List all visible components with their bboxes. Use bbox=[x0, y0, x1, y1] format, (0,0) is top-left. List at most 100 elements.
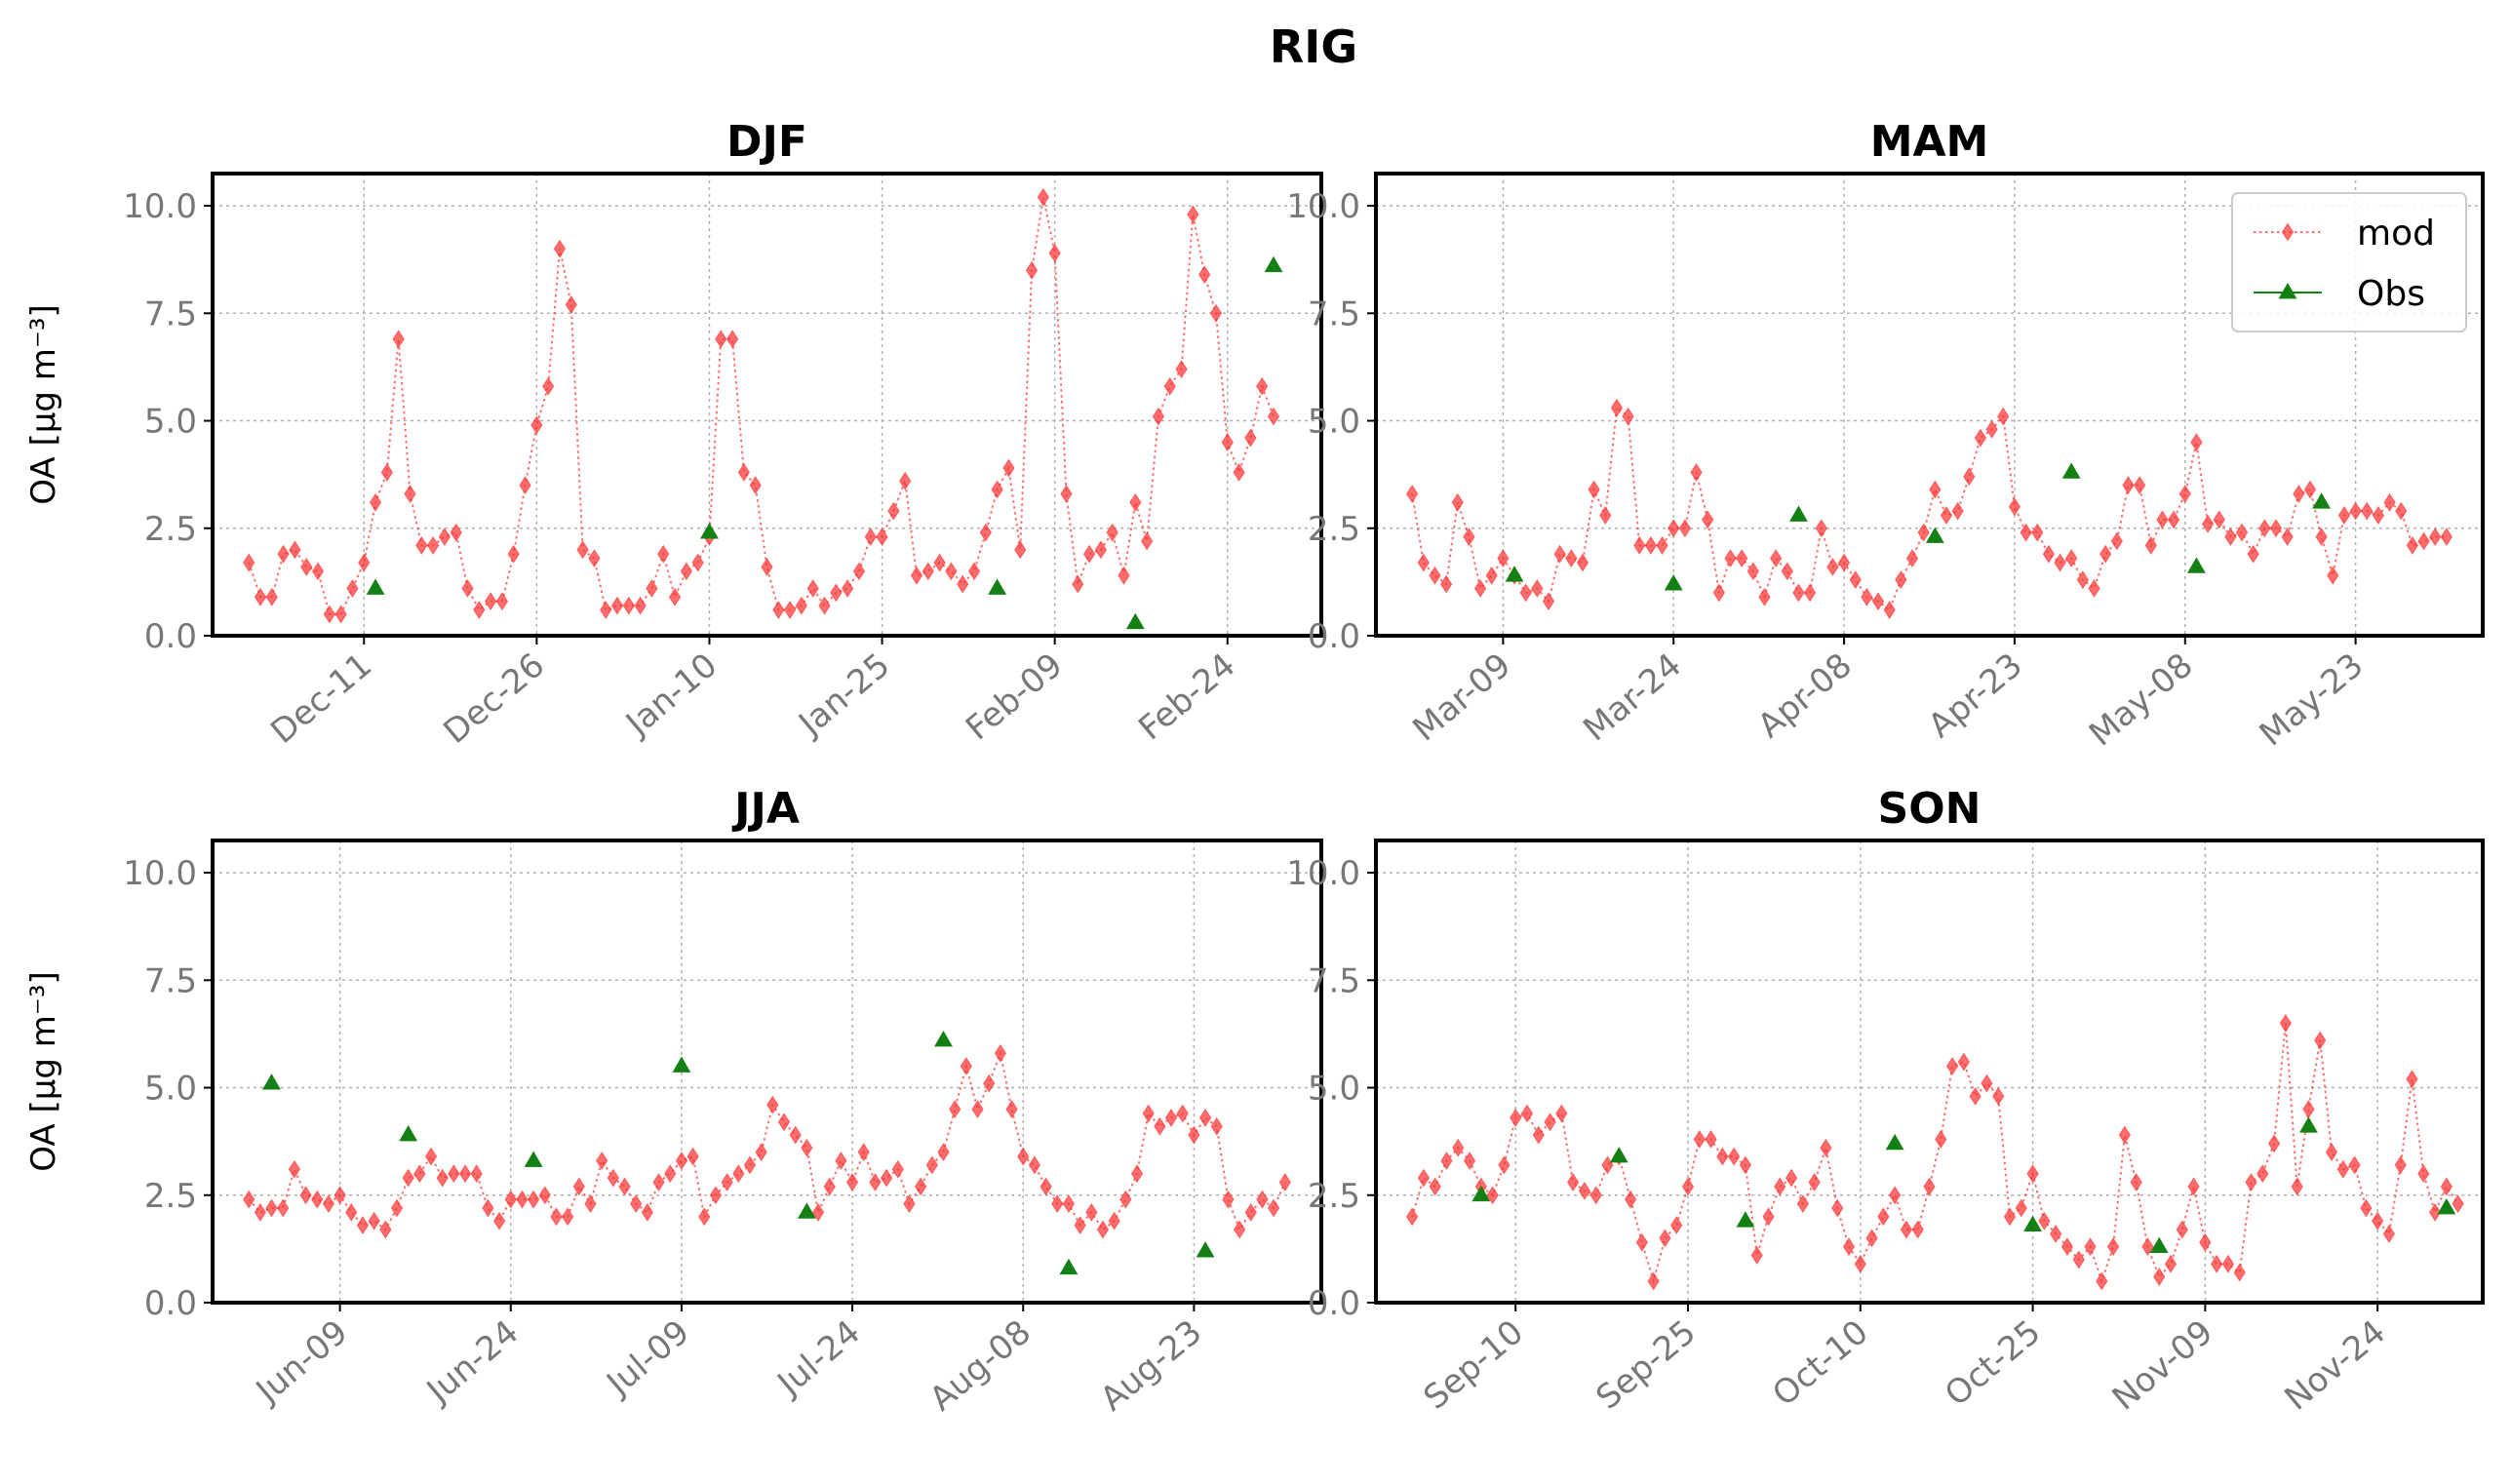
mod-point bbox=[864, 527, 877, 547]
mod-point bbox=[1510, 1108, 1522, 1127]
mod-point bbox=[345, 1202, 358, 1222]
legend-obs-label: Obs bbox=[2357, 274, 2425, 314]
mod-point bbox=[2164, 1254, 2178, 1273]
mod-point bbox=[795, 596, 808, 615]
mod-point bbox=[806, 579, 819, 598]
mod-point bbox=[2176, 1220, 2188, 1239]
mod-point bbox=[2211, 1254, 2223, 1273]
mod-point bbox=[596, 1152, 608, 1170]
mod-point bbox=[436, 1168, 449, 1188]
mod-point bbox=[784, 601, 797, 619]
mod-point bbox=[2144, 535, 2157, 555]
mod-point bbox=[300, 558, 313, 576]
mod-point bbox=[664, 1164, 677, 1184]
mod-point bbox=[2130, 1173, 2142, 1191]
mod-point bbox=[2372, 1211, 2384, 1230]
panel-title: MAM bbox=[1870, 117, 1989, 167]
mod-point bbox=[2026, 1164, 2039, 1184]
mod-point bbox=[1060, 485, 1073, 503]
panel-mam: 0.0 2.5 5.0 7.5 10.0 Mar-09 Mar-24 Apr-08 Apr-23… bbox=[1286, 117, 2485, 754]
mod-point bbox=[553, 239, 567, 258]
mod-point bbox=[994, 1043, 1006, 1063]
mod-point bbox=[504, 1190, 517, 1209]
mod-point bbox=[2060, 1237, 2074, 1257]
mod-point bbox=[1014, 540, 1027, 560]
y-tick-label: 10.0 bbox=[123, 854, 197, 893]
mod-point bbox=[1175, 360, 1188, 379]
mod-point bbox=[1963, 467, 1976, 487]
mod-point bbox=[1002, 458, 1015, 478]
obs-point bbox=[1264, 255, 1283, 273]
mod-point bbox=[1758, 587, 1771, 606]
mod-point bbox=[1048, 244, 1061, 262]
mod-point bbox=[2267, 1134, 2281, 1153]
mod-point bbox=[2003, 1207, 2017, 1227]
mod-point bbox=[1198, 1108, 1212, 1127]
mod-point bbox=[1129, 492, 1142, 512]
panel-title: DJF bbox=[726, 117, 807, 167]
mod-point bbox=[2327, 566, 2339, 585]
mod-point bbox=[2258, 519, 2271, 538]
mod-point bbox=[404, 485, 416, 503]
y-tick-label: 7.5 bbox=[144, 294, 197, 333]
mod-point bbox=[680, 562, 692, 581]
mod-point bbox=[1062, 1194, 1076, 1214]
mod-point bbox=[2106, 1237, 2120, 1257]
mod-point bbox=[737, 463, 750, 482]
mod-point bbox=[1762, 1207, 1775, 1227]
mod-point bbox=[2406, 1070, 2418, 1089]
mod-point bbox=[1667, 519, 1680, 538]
mod-point bbox=[1808, 1173, 1821, 1191]
mod-point bbox=[1406, 485, 1419, 503]
mod-point bbox=[1485, 566, 1498, 585]
mod-point bbox=[646, 579, 658, 598]
mod-point bbox=[1889, 1186, 1902, 1205]
mod-point bbox=[1040, 1177, 1052, 1196]
mod-point bbox=[1576, 553, 1589, 572]
obs-point bbox=[2437, 1197, 2456, 1215]
mod-point bbox=[1849, 570, 1862, 590]
mod-point bbox=[1774, 1177, 1786, 1196]
mod-point bbox=[1451, 492, 1464, 512]
mod-point bbox=[622, 596, 635, 615]
mod-point bbox=[2110, 531, 2123, 551]
y-tick-label: 0.0 bbox=[144, 617, 197, 656]
mod-point bbox=[2406, 535, 2418, 555]
obs-point bbox=[524, 1151, 543, 1167]
mod-point bbox=[715, 330, 727, 349]
mod-point bbox=[289, 540, 301, 560]
mod-point bbox=[1565, 549, 1578, 568]
obs-point bbox=[2061, 462, 2081, 479]
mod-point bbox=[766, 1095, 779, 1114]
mod-point bbox=[960, 1057, 972, 1075]
mod-point bbox=[1429, 566, 1441, 585]
obs-point bbox=[934, 1031, 953, 1047]
obs-point bbox=[1664, 574, 1683, 591]
mod-point bbox=[1588, 480, 1600, 499]
mod-point bbox=[358, 553, 371, 572]
mod-point bbox=[1553, 544, 1566, 564]
mod-point bbox=[1498, 1155, 1511, 1175]
mod-point bbox=[641, 1202, 653, 1222]
mod-point bbox=[1244, 1202, 1257, 1222]
mod-point bbox=[485, 592, 497, 611]
mod-point bbox=[2118, 1125, 2131, 1145]
mod-point bbox=[1647, 1271, 1660, 1291]
x-tick-label: May-23 bbox=[2253, 645, 2372, 754]
x-tick-label: Jan-10 bbox=[617, 645, 725, 744]
mod-point bbox=[461, 579, 474, 598]
mod-point bbox=[2099, 544, 2112, 564]
mod-point bbox=[1234, 1220, 1246, 1239]
mod-point bbox=[1659, 1229, 1671, 1248]
mod-point bbox=[2417, 531, 2430, 551]
mod-point bbox=[1417, 1168, 1431, 1188]
mod-point bbox=[1969, 1086, 1981, 1106]
mod-point bbox=[755, 1143, 767, 1162]
mod-point bbox=[1118, 566, 1130, 585]
obs-point bbox=[2187, 557, 2206, 573]
mod-point bbox=[835, 1152, 847, 1170]
mod-point bbox=[668, 587, 682, 606]
mod-point bbox=[2122, 476, 2135, 495]
mod-point bbox=[933, 553, 946, 572]
x-tick-label: May-08 bbox=[2082, 645, 2201, 754]
